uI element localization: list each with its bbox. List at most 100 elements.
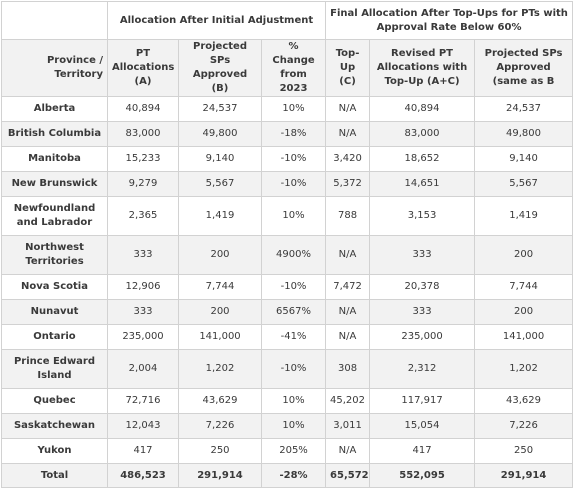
- header-pct-change: % Change from 2023: [260, 39, 327, 97]
- province-cell: New Brunswick: [1, 171, 108, 197]
- header-province: Province / Territory: [1, 39, 108, 97]
- province-cell: Nunavut: [1, 299, 108, 325]
- table-row: Ontario 235,000 141,000 -41% N/A 235,000 141,0…: [1, 324, 573, 350]
- province-cell: Manitoba: [1, 146, 108, 172]
- projected-sps-cell: 43,629: [178, 388, 262, 414]
- pt-allocations-cell: 2,004: [107, 349, 179, 389]
- pct-change-cell: -10%: [260, 274, 327, 300]
- total-pt-allocations: 486,523: [107, 463, 179, 488]
- pt-allocations-cell: 83,000: [107, 121, 179, 147]
- pct-change-cell: 10%: [260, 96, 327, 122]
- projected-sps-same-cell: 7,226: [474, 413, 573, 439]
- projected-sps-cell: 5,567: [178, 171, 262, 197]
- corner-cell: [1, 1, 108, 40]
- revised-allocations-cell: 40,894: [369, 96, 476, 122]
- pt-allocations-cell: 12,906: [107, 274, 179, 300]
- projected-sps-cell: 200: [178, 235, 262, 275]
- projected-sps-same-cell: 9,140: [474, 146, 573, 172]
- table-row: Yukon 417 250 205% N/A 417 250: [1, 438, 573, 464]
- projected-sps-same-cell: 5,567: [474, 171, 573, 197]
- table-row: Alberta 40,894 24,537 10% N/A 40,894 24,537: [1, 96, 573, 122]
- header-top-up: Top-Up (C): [325, 39, 371, 97]
- province-cell: Newfoundland and Labrador: [1, 196, 108, 236]
- table-row: New Brunswick 9,279 5,567 -10% 5,372 14,651 5,…: [1, 171, 573, 197]
- projected-sps-cell: 250: [178, 438, 262, 464]
- revised-allocations-cell: 15,054: [369, 413, 476, 439]
- pct-change-cell: 10%: [260, 196, 327, 236]
- projected-sps-same-cell: 43,629: [474, 388, 573, 414]
- total-projected-sps: 291,914: [178, 463, 262, 488]
- projected-sps-same-cell: 141,000: [474, 324, 573, 350]
- total-pct-change: -28%: [260, 463, 327, 488]
- pt-allocations-cell: 2,365: [107, 196, 179, 236]
- total-revised-allocations: 552,095: [369, 463, 476, 488]
- header-projected-sps-same: Projected SPs Approved (same as B: [474, 39, 573, 97]
- projected-sps-cell: 7,744: [178, 274, 262, 300]
- total-projected-sps-same: 291,914: [474, 463, 573, 488]
- province-cell: Alberta: [1, 96, 108, 122]
- projected-sps-same-cell: 200: [474, 299, 573, 325]
- total-row: Total 486,523 291,914 -28% 65,572 552,09…: [1, 463, 573, 488]
- header-pt-allocations: PT Allocations (A): [107, 39, 179, 97]
- table-row: Nunavut 333 200 6567% N/A 333 200: [1, 299, 573, 325]
- pct-change-cell: -41%: [260, 324, 327, 350]
- pt-allocations-cell: 333: [107, 235, 179, 275]
- revised-allocations-cell: 117,917: [369, 388, 476, 414]
- pt-allocations-cell: 72,716: [107, 388, 179, 414]
- projected-sps-cell: 49,800: [178, 121, 262, 147]
- pct-change-cell: 4900%: [260, 235, 327, 275]
- revised-allocations-cell: 83,000: [369, 121, 476, 147]
- province-cell: Nova Scotia: [1, 274, 108, 300]
- pt-allocations-cell: 417: [107, 438, 179, 464]
- pct-change-cell: 10%: [260, 388, 327, 414]
- top-up-cell: 308: [325, 349, 371, 389]
- revised-allocations-cell: 417: [369, 438, 476, 464]
- pct-change-cell: 205%: [260, 438, 327, 464]
- table-row: Manitoba 15,233 9,140 -10% 3,420 18,652 9,140: [1, 146, 573, 172]
- header-revised-allocations: Revised PT Allocations with Top-Up (A+C): [369, 39, 476, 97]
- table-row: Prince Edward Island 2,004 1,202 -10% 308 2,3…: [1, 349, 573, 389]
- pct-change-cell: -10%: [260, 349, 327, 389]
- total-top-up: 65,572: [325, 463, 371, 488]
- pt-allocations-cell: 333: [107, 299, 179, 325]
- top-up-cell: N/A: [325, 299, 371, 325]
- province-cell: Prince Edward Island: [1, 349, 108, 389]
- pct-change-cell: -10%: [260, 146, 327, 172]
- pt-allocations-cell: 40,894: [107, 96, 179, 122]
- pct-change-cell: 10%: [260, 413, 327, 439]
- projected-sps-cell: 7,226: [178, 413, 262, 439]
- projected-sps-same-cell: 24,537: [474, 96, 573, 122]
- revised-allocations-cell: 235,000: [369, 324, 476, 350]
- pt-allocations-cell: 9,279: [107, 171, 179, 197]
- projected-sps-same-cell: 250: [474, 438, 573, 464]
- table-body: Alberta 40,894 24,537 10% N/A 40,894 24,537 Bri…: [1, 96, 573, 464]
- province-cell: Yukon: [1, 438, 108, 464]
- projected-sps-cell: 24,537: [178, 96, 262, 122]
- top-up-cell: 788: [325, 196, 371, 236]
- group-final-header: Final Allocation After Top-Ups for PTs w…: [325, 1, 573, 40]
- projected-sps-same-cell: 1,419: [474, 196, 573, 236]
- projected-sps-cell: 1,419: [178, 196, 262, 236]
- revised-allocations-cell: 18,652: [369, 146, 476, 172]
- pt-allocations-cell: 15,233: [107, 146, 179, 172]
- projected-sps-same-cell: 200: [474, 235, 573, 275]
- revised-allocations-cell: 2,312: [369, 349, 476, 389]
- province-cell: British Columbia: [1, 121, 108, 147]
- top-up-cell: N/A: [325, 96, 371, 122]
- pt-allocations-cell: 12,043: [107, 413, 179, 439]
- top-up-cell: 5,372: [325, 171, 371, 197]
- group-initial-header: Allocation After Initial Adjustment: [106, 1, 327, 40]
- projected-sps-cell: 9,140: [178, 146, 262, 172]
- top-up-cell: 45,202: [325, 388, 371, 414]
- province-cell: Northwest Territories: [1, 235, 108, 275]
- table-row: Nova Scotia 12,906 7,744 -10% 7,472 20,378 7,7…: [1, 274, 573, 300]
- top-up-cell: 3,420: [325, 146, 371, 172]
- pct-change-cell: -10%: [260, 171, 327, 197]
- top-up-cell: N/A: [325, 438, 371, 464]
- column-header-row: Province / Territory PT Allocations (A) …: [1, 39, 573, 97]
- projected-sps-same-cell: 1,202: [474, 349, 573, 389]
- pct-change-cell: 6567%: [260, 299, 327, 325]
- revised-allocations-cell: 3,153: [369, 196, 476, 236]
